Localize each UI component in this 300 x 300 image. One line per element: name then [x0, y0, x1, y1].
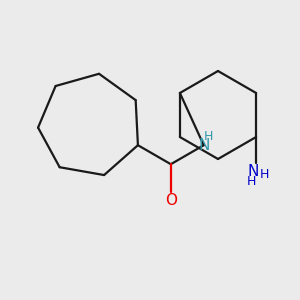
Text: O: O: [165, 193, 177, 208]
Text: N: N: [248, 164, 259, 178]
Text: N: N: [198, 138, 209, 153]
Text: H: H: [204, 130, 213, 143]
Text: H: H: [260, 167, 269, 181]
Text: H: H: [246, 175, 256, 188]
